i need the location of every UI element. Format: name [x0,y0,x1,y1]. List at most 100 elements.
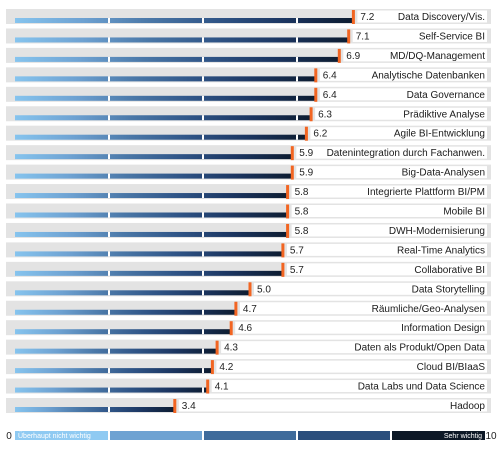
bar-row: 6.4 Analytische Datenbanken [6,67,491,83]
label-box [319,88,487,101]
category-label: Prädiktive Analyse [403,109,485,120]
bar-divider [108,329,110,335]
bar-divider [202,348,204,354]
bar [15,231,288,237]
bar [15,154,293,160]
scale-segment [298,431,390,440]
bar-divider [108,56,110,62]
value-marker [281,262,285,277]
value-marker [286,185,290,200]
category-label: DWH-Modernisierung [389,226,485,237]
bar-row: 5.8 Mobile BI [6,203,491,219]
value-label: 5.0 [257,284,271,295]
bar-divider [108,270,110,276]
label-box [221,341,487,354]
bar-divider [202,290,204,296]
label-box [296,146,487,159]
category-label: Hadoop [450,401,485,412]
bar-divider [108,368,110,374]
value-label: 5.7 [290,265,304,276]
value-marker [347,29,351,44]
bar-divider [296,18,298,23]
value-marker [304,126,308,141]
bar [15,387,208,393]
category-label: Collaborative BI [414,265,485,276]
scale-segment [392,431,485,440]
bar-divider [202,251,204,257]
label-box [254,282,487,295]
bar-row: 5.7 Real-Time Analytics [6,242,491,258]
bar-divider [108,387,110,393]
label-box [291,185,487,198]
label-box [291,205,487,217]
bar-divider [108,193,110,199]
value-label: 5.9 [299,168,313,179]
category-label: Data Storytelling [412,284,485,295]
bar-divider [296,95,298,101]
category-label: MD/DQ-Management [390,51,485,62]
category-label: Data Discovery/Vis. [398,12,485,23]
bar-row: 4.6 Information Design [6,320,491,336]
bar-divider [202,173,204,179]
bar [15,95,316,101]
bar-divider [202,231,204,237]
bar [15,134,307,140]
label-box [357,10,487,23]
value-label: 5.8 [295,207,309,218]
label-box [319,68,487,81]
bar-divider [108,309,110,315]
bar-row: 7.1 Self-Service BI [6,28,491,44]
value-label: 5.8 [295,187,309,198]
bar [15,329,232,335]
value-label: 7.2 [360,12,374,23]
value-label: 6.2 [313,129,327,140]
bar-row: 6.3 Prädiktive Analyse [6,106,491,122]
value-marker [337,48,341,63]
scale-segment [204,431,296,440]
label-box [296,166,487,179]
bar-divider [202,329,204,335]
bar-divider [202,134,204,140]
label-box [286,263,487,276]
label-box [239,302,487,315]
category-label: Data Governance [407,90,486,101]
bar-divider [108,348,110,354]
bar-divider [296,76,298,82]
bar [15,56,340,62]
value-marker [248,282,252,297]
bar-row: 7.2 Data Discovery/Vis. [6,9,491,24]
bar [15,309,236,315]
value-marker [290,165,294,180]
category-label: Integrierte Plattform BI/PM [367,187,485,198]
bar-row: 4.3 Daten als Produkt/Open Data [6,339,491,355]
category-label: Mobile BI [443,207,485,218]
bar-divider [202,56,204,62]
bar [15,407,175,412]
value-label: 6.3 [318,109,332,120]
label-box [291,224,487,237]
bar-divider [296,134,298,140]
bar-divider [202,18,204,23]
axis-max-label: 10 [485,431,497,442]
bar [15,251,283,257]
bar-divider [202,212,204,218]
value-marker [314,68,318,83]
bar-divider [296,115,298,121]
bar-row: 6.2 Agile BI-Entwicklung [6,125,491,141]
bar [15,18,354,23]
category-label: Daten als Produkt/Open Data [354,343,485,354]
category-label: Data Labs und Data Science [358,382,486,393]
value-marker [314,87,318,102]
bar [15,115,312,121]
bar-divider [108,173,110,179]
bar-divider [108,212,110,218]
category-label: Datenintegration durch Fachanwen. [327,148,485,159]
scale-low-label: Überhaupt nicht wichtig [18,432,91,440]
bar-divider [296,37,298,43]
label-box [178,399,488,412]
value-marker [210,360,214,375]
label-box [211,380,487,393]
bar-divider [108,231,110,237]
value-marker [206,379,210,394]
scale-segment [15,431,108,440]
